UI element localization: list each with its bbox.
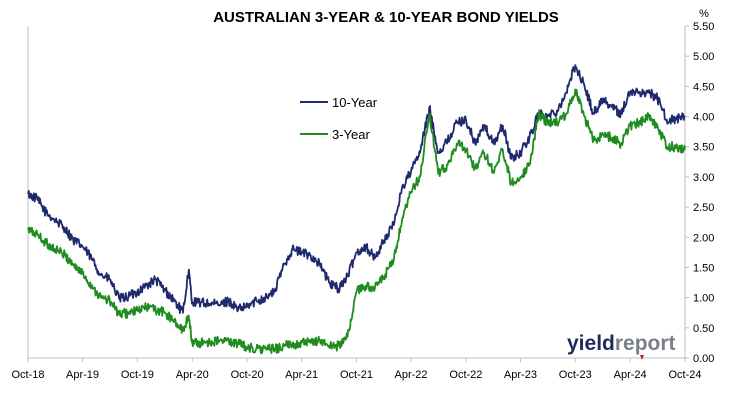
x-tick-label: Apr-20: [176, 369, 209, 381]
chart-title: AUSTRALIAN 3-YEAR & 10-YEAR BOND YIELDS: [213, 9, 559, 26]
x-tick-label: Apr-23: [504, 369, 537, 381]
y-tick-label: 5.00: [693, 51, 714, 63]
legend-label-10-year: 10-Year: [332, 95, 378, 110]
y-tick-label: 0.00: [693, 353, 714, 365]
axes: 0.00 0.50 1.00 1.50 2.00 2.50 3.00 3.50 4.00 4.50…: [11, 21, 714, 381]
series-line-10-year: [27, 64, 686, 315]
y-axis-unit: %: [699, 8, 709, 20]
y-tick-label: 1.00: [693, 293, 714, 305]
logo-text-report: report: [615, 332, 676, 355]
y-tick-label: 2.00: [693, 232, 714, 244]
legend: 10-Year 3-Year: [300, 95, 378, 142]
y-tick-label: 4.50: [693, 81, 714, 93]
x-tick-label: Apr-24: [614, 369, 647, 381]
x-tick-label: Oct-20: [231, 369, 264, 381]
y-tick-label: 5.50: [693, 21, 714, 33]
x-tick-label: Oct-19: [121, 369, 154, 381]
svg-text:yieldreport: yieldreport: [567, 332, 676, 355]
x-tick-label: Oct-18: [11, 369, 44, 381]
y-tick-label: 3.50: [693, 142, 714, 154]
series-layer: [27, 64, 686, 355]
x-tick-label: Oct-23: [559, 369, 592, 381]
y-tick-label: 1.50: [693, 262, 714, 274]
legend-label-3-year: 3-Year: [332, 127, 370, 142]
x-tick-label: Apr-21: [285, 369, 318, 381]
x-tick-label: Oct-22: [449, 369, 482, 381]
x-tick-label: Apr-19: [66, 369, 99, 381]
x-tick-label: Oct-21: [340, 369, 373, 381]
y-tick-label: 3.00: [693, 172, 714, 184]
logo-accent-mark: [640, 355, 644, 360]
logo-text-yield: yield: [567, 332, 615, 355]
y-tick-label: 2.50: [693, 202, 714, 214]
x-tick-label: Oct-24: [668, 369, 701, 381]
y-tick-label: 0.50: [693, 323, 714, 335]
y-tick-label: 4.00: [693, 112, 714, 124]
series-line-3-year: [27, 88, 686, 355]
x-tick-label: Apr-22: [395, 369, 428, 381]
yieldreport-logo: yieldreport: [567, 332, 676, 360]
